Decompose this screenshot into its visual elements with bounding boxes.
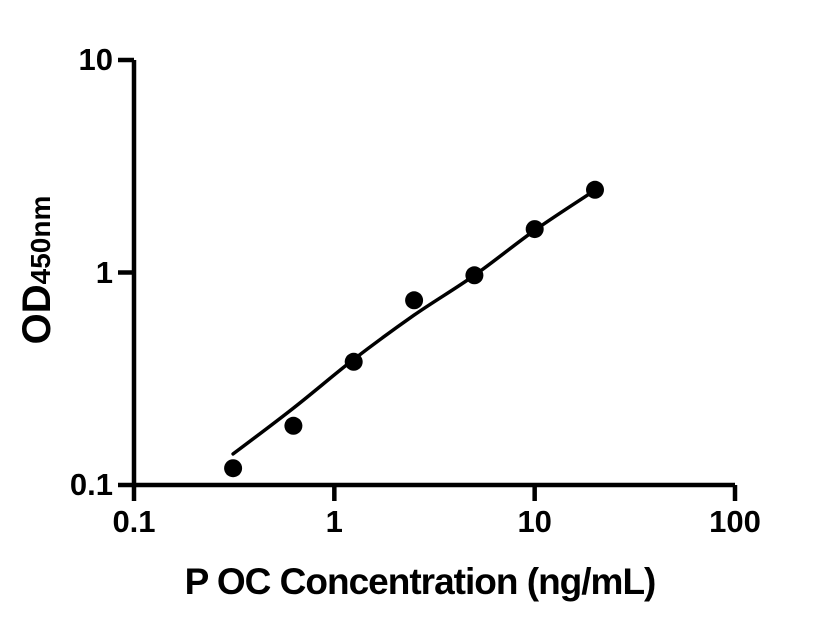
y-tick-label-10: 10 xyxy=(78,42,113,77)
axis-spines xyxy=(131,60,735,488)
x-tick-label-10: 10 xyxy=(517,504,552,539)
data-point-marker xyxy=(224,459,243,478)
data-point-marker xyxy=(525,220,544,239)
y-tick-label-0.1: 0.1 xyxy=(69,467,113,502)
data-point-marker xyxy=(586,180,604,199)
x-tick-label-0.1: 0.1 xyxy=(112,504,156,539)
data-point-marker xyxy=(465,266,484,285)
y-axis-title: OD450nm xyxy=(15,196,63,345)
x-axis-title: P OC Concentration (ng/mL) xyxy=(184,561,657,602)
data-point-marker xyxy=(284,416,303,435)
y-axis-title-subscript: 450nm xyxy=(25,195,56,285)
y-axis-title-main: OD xyxy=(15,284,59,345)
data-point-marker xyxy=(405,291,424,310)
y-tick-label-1: 1 xyxy=(95,254,113,290)
data-point-marker xyxy=(344,352,363,371)
x-tick-label-1: 1 xyxy=(325,504,343,539)
x-tick-label-100: 100 xyxy=(709,504,761,539)
